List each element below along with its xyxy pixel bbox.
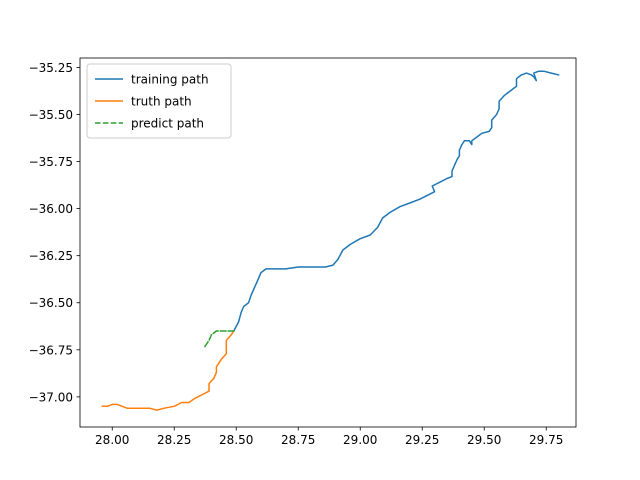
x-tick-label: 29.75 [529,433,563,447]
axes-frame [79,57,577,428]
series-line-training-path [232,70,560,333]
y-tick-label: −37.00 [29,390,73,404]
series-line-truth-path [101,329,235,411]
axis-ticks: 28.00 28.25 28.50 28.75 29.00 29.25 29.50 29.75… [29,61,564,447]
x-tick-label: 28.75 [281,433,315,447]
y-tick-label: −36.25 [29,249,73,263]
x-tick-label: 29.50 [467,433,501,447]
x-tick-label: 28.25 [157,433,191,447]
plot-area [101,70,560,411]
legend-box [86,63,232,139]
y-tick-label: −35.50 [29,108,73,122]
y-tick-label: −36.00 [29,202,73,216]
y-tick-label: −36.50 [29,296,73,310]
legend: training path truth path predict path [86,63,232,139]
legend-label-training-path: training path [131,73,209,87]
x-tick-label: 28.00 [95,433,129,447]
x-tick-label: 29.25 [405,433,439,447]
legend-label-truth-path: truth path [131,95,192,109]
y-tick-label: −35.25 [29,61,73,75]
y-tick-label: −36.75 [29,343,73,357]
x-tick-label: 29.00 [343,433,377,447]
series-line-predict-path [202,330,235,349]
legend-label-predict-path: predict path [131,117,204,131]
y-tick-label: −35.75 [29,155,73,169]
x-tick-label: 28.50 [219,433,253,447]
